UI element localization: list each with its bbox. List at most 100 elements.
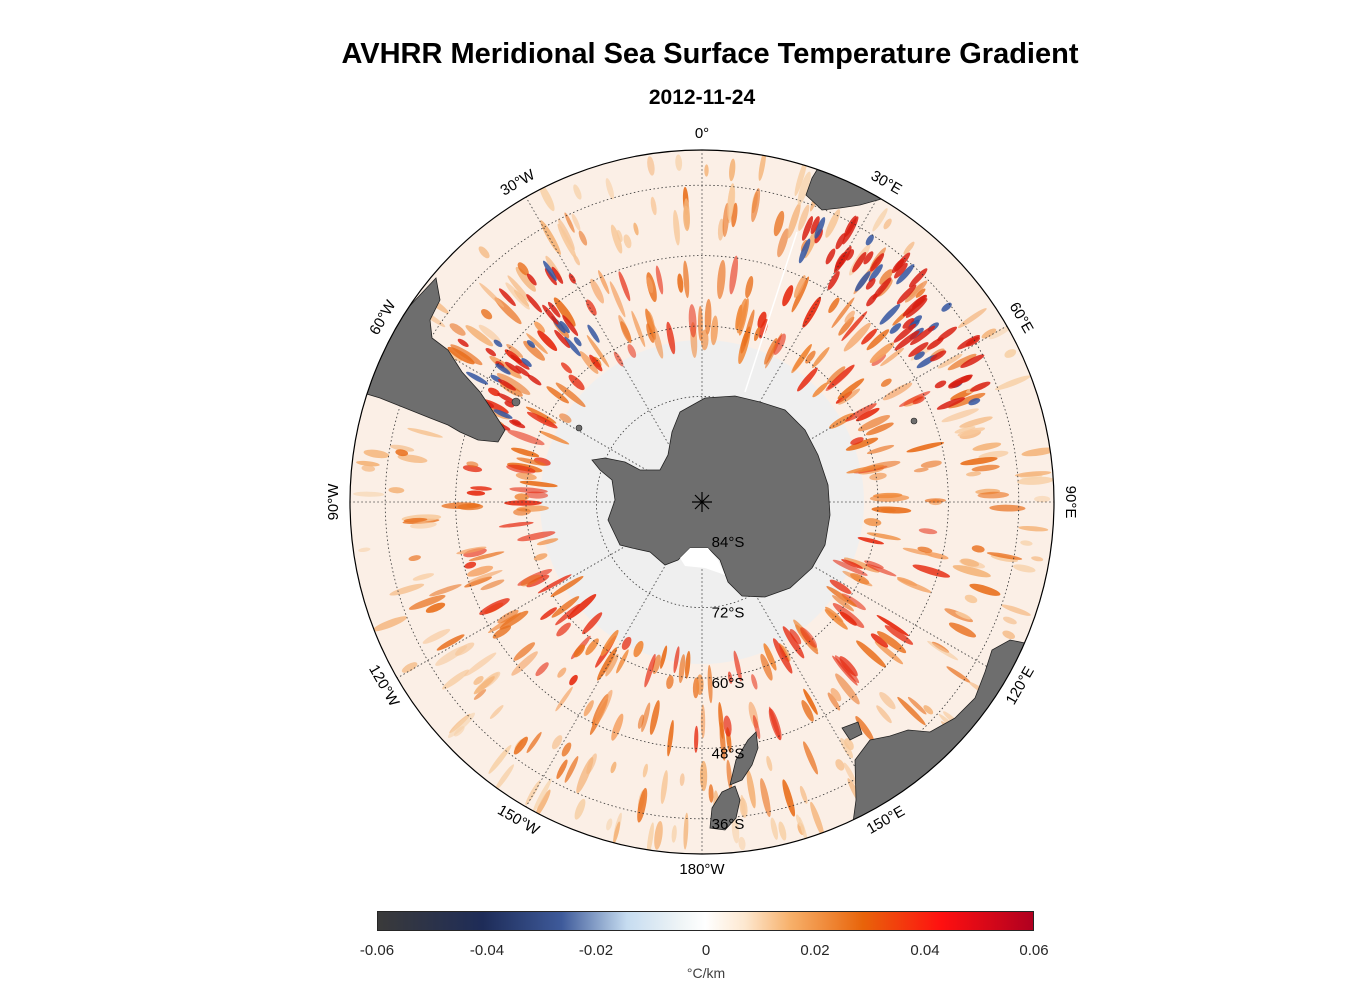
sst-front-blob [843, 557, 880, 573]
sst-front-blob [880, 347, 905, 367]
sst-front-blob [510, 354, 530, 370]
sst-front-blob [879, 691, 896, 710]
sst-front-blob [372, 616, 408, 632]
sst-front-blob [525, 406, 557, 424]
sst-front-blob [978, 450, 1009, 460]
sst-front-blob [717, 218, 725, 241]
sst-front-blob [467, 570, 503, 583]
sst-front-blob [403, 517, 428, 523]
sst-front-blob [560, 362, 573, 374]
sst-front-blob [827, 364, 855, 390]
sst-front-blob [773, 210, 785, 237]
sst-front-blob [843, 762, 857, 786]
sst-front-blob [574, 798, 586, 820]
sst-front-blob [866, 444, 895, 455]
polar-map: 0°30°E60°E90°E120°E150°E180°W150°W120°W9… [325, 125, 1079, 878]
sst-front-blob [803, 688, 818, 715]
sst-front-blob [504, 401, 514, 408]
sst-front-blob [952, 565, 991, 578]
sst-front-blob [989, 504, 1026, 512]
sst-front-blob [478, 246, 490, 259]
sst-front-blob [832, 559, 868, 576]
sst-front-blob [642, 763, 648, 778]
sst-front-blob [587, 324, 600, 343]
sst-front-blob [835, 233, 846, 250]
sst-front-blob [497, 379, 517, 391]
sst-front-blob [913, 467, 929, 473]
sst-front-blob [694, 725, 699, 753]
sst-front-blob [843, 322, 871, 352]
sst-front-blob [912, 396, 925, 405]
sst-front-blob [884, 625, 914, 645]
sst-front-blob [718, 701, 724, 739]
sst-front-blob [876, 615, 909, 637]
sst-front-blob [760, 778, 771, 818]
sst-front-blob [618, 271, 631, 302]
sst-front-blob [1002, 630, 1016, 640]
sst-front-blob [852, 251, 867, 273]
longitude-label: 90°W [325, 483, 342, 521]
sst-front-blob [401, 662, 418, 673]
sst-front-blob [937, 326, 958, 341]
sst-front-blob [585, 638, 599, 656]
sst-front-blob [679, 773, 685, 786]
sst-front-blob [637, 714, 645, 729]
sst-front-blob [825, 248, 836, 265]
sst-front-blob [871, 506, 912, 514]
sst-front-blob [907, 696, 927, 715]
sst-front-blob [425, 602, 446, 613]
sst-front-blob [523, 340, 546, 361]
sst-front-blob [957, 427, 986, 437]
sst-front-blob [673, 646, 680, 674]
sst-front-blob [966, 471, 982, 477]
sst-front-blob [700, 329, 709, 351]
sst-front-blob [650, 196, 657, 216]
sst-front-blob [515, 472, 537, 481]
sst-front-blob [646, 323, 655, 343]
sst-front-blob [798, 238, 811, 264]
sst-front-blob [735, 304, 743, 330]
sst-front-blob [1003, 616, 1017, 625]
sst-front-blob [855, 407, 880, 422]
sst-front-blob [850, 437, 864, 445]
sst-front-blob [647, 156, 655, 176]
sst-front-blob [412, 573, 435, 581]
sst-front-blob [655, 265, 664, 295]
sst-front-blob [436, 634, 465, 651]
sst-front-blob [782, 285, 794, 307]
sst-front-blob [946, 666, 971, 683]
sst-front-blob [814, 217, 826, 239]
sst-front-blob [511, 419, 522, 426]
sst-front-blob [583, 700, 594, 717]
sst-front-blob [870, 253, 885, 272]
sst-front-blob [535, 662, 549, 677]
sst-front-blob [954, 426, 976, 434]
sst-front-blob [683, 812, 689, 850]
sst-front-blob [869, 342, 895, 364]
sst-front-blob [872, 208, 888, 232]
longitude-label: 90°E [1062, 486, 1079, 519]
sst-front-blob [564, 756, 579, 783]
sst-front-blob [918, 528, 938, 535]
sst-front-blob [447, 712, 476, 738]
sst-front-blob [685, 650, 691, 679]
sst-front-blob [898, 391, 931, 407]
south-america-landmass [350, 277, 506, 443]
south-pole-marker [692, 492, 712, 512]
sst-front-blob [520, 574, 541, 587]
sst-front-blob [498, 288, 516, 307]
sst-front-blob [723, 715, 732, 737]
sst-front-blob [481, 309, 493, 320]
sst-front-blob [930, 350, 947, 362]
sst-front-blob [547, 301, 561, 318]
sst-front-blob [532, 778, 552, 812]
sst-front-blob [877, 631, 907, 654]
sst-front-blob [671, 825, 677, 843]
sst-front-blob [868, 264, 883, 283]
sst-front-blob [511, 651, 538, 676]
sst-front-blob [947, 353, 977, 371]
sst-front-blob [479, 282, 505, 308]
sst-front-blob [760, 653, 773, 681]
sst-front-blob [605, 178, 615, 200]
sst-front-blob [633, 640, 644, 658]
